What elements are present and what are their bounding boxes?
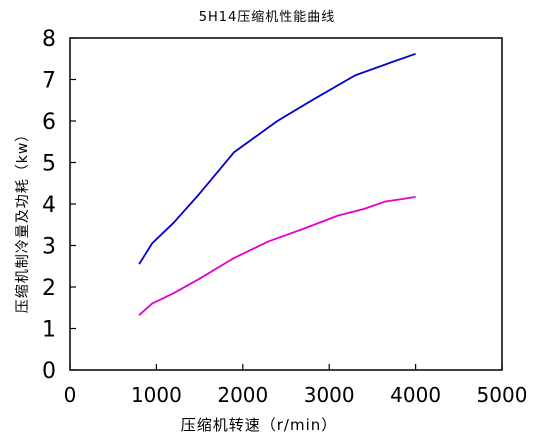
x-tick-label: 5000 [477, 383, 528, 407]
x-axis-label: 压缩机转速（r/min） [0, 414, 534, 435]
x-tick-label: 2000 [217, 383, 268, 407]
y-tick-label: 5 [42, 152, 56, 177]
plot-frame [69, 37, 503, 371]
y-tick-label: 7 [42, 69, 56, 94]
y-tick-label: 6 [42, 110, 56, 135]
x-axis-label-text: 压缩机转速（r/min） [180, 416, 338, 434]
y-axis-label: 压缩机制冷量及功耗（kw） [15, 126, 31, 314]
x-tick-label: 1000 [131, 383, 182, 407]
series-line-1 [138, 52, 416, 265]
x-tick-label: 0 [64, 383, 77, 407]
x-tick-label: 3000 [304, 383, 355, 407]
x-tick-label: 4000 [390, 383, 441, 407]
y-tick-label: 3 [42, 235, 56, 260]
y-tick-label: 8 [42, 27, 56, 52]
y-tick-label: 4 [42, 193, 56, 218]
y-tick-label: 0 [42, 359, 56, 384]
series-line-2 [138, 196, 416, 316]
y-tick-label: 1 [42, 318, 56, 343]
chart-title: 5H14压缩机性能曲线 [198, 10, 336, 25]
y-tick-label: 2 [42, 276, 56, 301]
